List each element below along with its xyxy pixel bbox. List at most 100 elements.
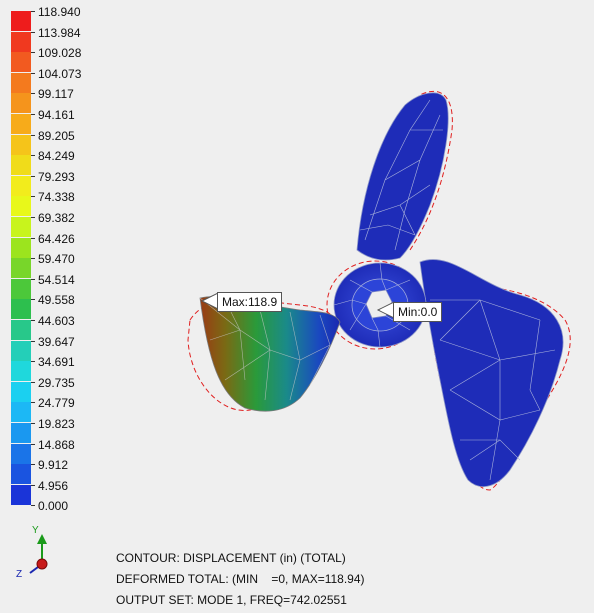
legend-row: 84.249 (0, 144, 120, 176)
legend-value-label: 54.514 (38, 272, 75, 287)
legend-row: 74.338 (0, 185, 120, 217)
legend-tick (31, 31, 35, 33)
legend-row: 9.912 (0, 453, 120, 485)
legend-tick (31, 93, 35, 95)
legend-color-swatch (11, 93, 31, 114)
legend-value-label: 19.823 (38, 417, 75, 431)
legend-tick (31, 484, 35, 486)
max-value-callout: Max:118.9 (217, 292, 283, 312)
legend-color-swatch (11, 52, 31, 73)
legend-row: 94.161 (0, 103, 120, 134)
propeller-model[interactable] (0, 0, 594, 525)
legend-row: 99.117 (0, 82, 120, 114)
legend-value-label: 4.956 (38, 478, 69, 493)
legend-tick (31, 52, 35, 54)
legend-color-swatch (11, 464, 31, 485)
legend-tick (31, 299, 35, 301)
legend-row: 69.382 (0, 206, 120, 237)
legend-row: 59.470 (0, 247, 120, 279)
legend-row: 19.823 (0, 412, 120, 443)
legend-value-label: 113.984 (38, 25, 81, 40)
output-info: CONTOUR: DISPLACEMENT (in) (TOTAL) DEFOR… (116, 548, 365, 611)
legend-color-swatch (11, 278, 31, 299)
legend-tick (31, 114, 35, 115)
legend-tick (31, 423, 35, 424)
legend-value-label: 64.426 (38, 231, 75, 246)
legend-row: 118.940 (0, 0, 120, 31)
legend-tick (31, 196, 35, 198)
legend-row: 24.779 (0, 391, 120, 423)
legend-row: 4.956 (0, 474, 120, 505)
legend-tick (31, 402, 35, 404)
legend-color-swatch (11, 134, 31, 155)
legend-color-swatch (11, 237, 31, 258)
legend-value-label: 14.868 (38, 437, 75, 452)
legend-color-swatch (11, 443, 31, 464)
legend-value-label: 104.073 (38, 66, 82, 81)
legend-tick (31, 278, 35, 280)
legend-tick (31, 361, 35, 363)
legend-row: 39.647 (0, 330, 120, 361)
legend-color-swatch (11, 423, 31, 443)
legend-tick (31, 134, 35, 136)
legend-tick (31, 217, 35, 218)
axis-triad: Y Z (10, 524, 60, 584)
legend-value-label: 29.735 (38, 375, 75, 390)
legend-value-label: 84.249 (38, 149, 75, 164)
legend-tick (31, 443, 35, 445)
legend-color-swatch (11, 217, 31, 237)
legend-tick (31, 381, 35, 383)
legend-row: 104.073 (0, 62, 120, 93)
legend-value-label: 74.338 (38, 190, 75, 205)
upper-blade (356, 92, 449, 261)
legend-color-swatch (11, 402, 31, 423)
legend-row: 34.691 (0, 350, 120, 382)
legend-tick (31, 155, 35, 157)
y-axis-label: Y (32, 525, 39, 536)
legend-row: 54.514 (0, 268, 120, 299)
legend-value-label: 99.117 (38, 87, 74, 102)
legend-tick (31, 320, 35, 321)
legend-value-label: 118.940 (38, 5, 81, 19)
legend-value-label: 39.647 (38, 334, 75, 349)
legend-color-swatch (11, 72, 31, 93)
legend-row: 14.868 (0, 433, 120, 464)
legend-color-swatch (11, 11, 31, 31)
legend-value-label: 59.470 (38, 252, 75, 267)
legend-row: 0.000 (0, 494, 120, 515)
legend-color-swatch (11, 381, 31, 402)
legend-tick (31, 11, 35, 12)
legend-color-swatch (11, 484, 31, 505)
legend-tick (31, 237, 35, 239)
legend-tick (31, 505, 35, 507)
legend-color-swatch (11, 361, 31, 382)
legend-value-label: 89.205 (38, 128, 75, 143)
legend-color-swatch (11, 155, 31, 176)
legend-row: 109.028 (0, 41, 120, 73)
legend-row: 79.293 (0, 165, 120, 196)
legend-color-swatch (11, 175, 31, 196)
legend-tick (31, 340, 35, 342)
legend-value-label: 49.558 (38, 293, 75, 308)
legend-row: 29.735 (0, 371, 120, 402)
legend-row: 113.984 (0, 21, 120, 52)
legend-color-swatch (11, 31, 31, 52)
contour-legend: 118.940 113.984 109.028 104.073 99.117 94.161… (0, 0, 120, 525)
legend-tick (31, 72, 35, 74)
legend-value-label: 94.161 (38, 108, 75, 122)
legend-value-label: 0.000 (38, 499, 69, 514)
legend-value-label: 79.293 (38, 169, 75, 184)
contour-info-line: CONTOUR: DISPLACEMENT (in) (TOTAL) (116, 551, 346, 565)
legend-row: 64.426 (0, 227, 120, 258)
legend-color-swatch (11, 299, 31, 320)
legend-row: 44.603 (0, 309, 120, 340)
min-value-callout: Min:0.0 (393, 302, 443, 322)
legend-value-label: 24.779 (38, 396, 75, 411)
legend-value-label: 9.912 (38, 458, 69, 473)
legend-tick (31, 175, 35, 177)
left-blade (199, 296, 341, 412)
output-set-info-line: OUTPUT SET: MODE 1, FREQ=742.02551 (116, 593, 347, 607)
x-axis-dot (36, 558, 48, 570)
legend-color-swatch (11, 320, 31, 340)
